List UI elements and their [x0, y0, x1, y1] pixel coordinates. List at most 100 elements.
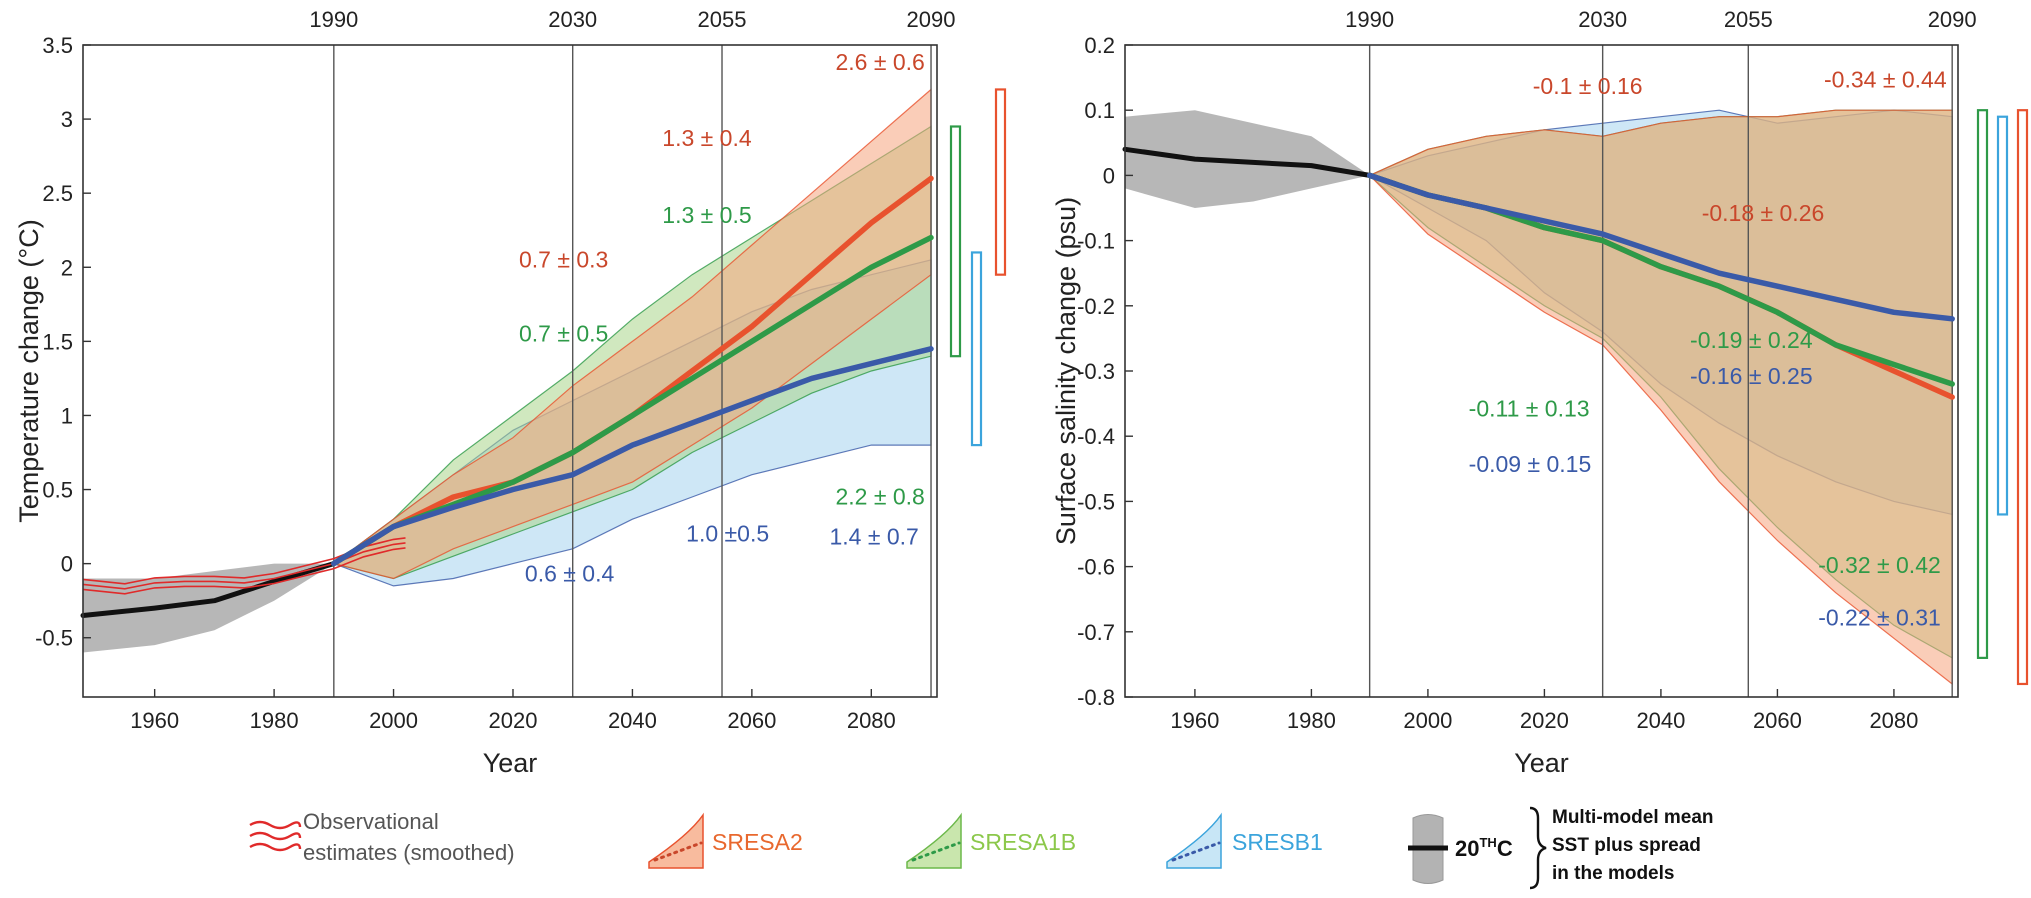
mean-line-b1 [331, 346, 934, 567]
value-annotation: 2.2 ± 0.8 [835, 483, 924, 509]
observational-swatch-icon [249, 842, 302, 852]
marker-label-2090: 2090 [907, 7, 956, 32]
y-tick-label: -0.1 [1077, 229, 1115, 254]
range-bar [1976, 109, 1989, 659]
value-annotation: -0.18 ± 0.26 [1702, 200, 1825, 226]
sresa2-swatch-icon-mean [653, 841, 703, 862]
x-axis-label-salinity: Year [1514, 748, 1569, 778]
x-tick-label: 1980 [250, 708, 299, 733]
sresa1b-swatch-icon-mean [911, 841, 961, 862]
value-annotation: -0.32 ± 0.42 [1818, 552, 1941, 578]
value-annotation: 1.0 ±0.5 [686, 520, 769, 546]
y-tick-label: 2 [61, 255, 73, 280]
spread-band-c20 [83, 563, 334, 653]
range-bar [949, 125, 962, 358]
y-tick-label: 0.1 [1084, 98, 1115, 123]
marker-label-2055: 2055 [698, 7, 747, 32]
y-tick-label: 1.5 [42, 329, 73, 354]
y-tick-label: 0.5 [42, 478, 73, 503]
x-tick-label: 2040 [1636, 708, 1685, 733]
range-bar [1996, 115, 2009, 516]
sresb1-swatch-icon [1166, 812, 1222, 869]
x-tick-label: 2080 [847, 708, 896, 733]
value-annotation: 1.4 ± 0.7 [830, 523, 919, 549]
marker-label-2055: 2055 [1724, 7, 1773, 32]
marker-label-2090: 2090 [1928, 7, 1977, 32]
x-tick-label: 2060 [727, 708, 776, 733]
marker-label-2030: 2030 [548, 7, 597, 32]
plot-area [1122, 44, 1959, 698]
salinity-chart: Surface salinity change (psu) Year 1990 2… [1051, 7, 2029, 778]
plot-area [80, 44, 938, 698]
legend-note-line2: SST plus spread [1552, 835, 1701, 856]
legend-note-line3: in the models [1552, 863, 1674, 884]
value-annotation: 0.6 ± 0.4 [525, 560, 615, 586]
x-tick-label: 2000 [369, 708, 418, 733]
x-tick-label: 2020 [1520, 708, 1569, 733]
legend-item-observational: Observational estimates (smoothed) [249, 809, 515, 865]
legend-item-sresa2: SRESA2 [648, 812, 803, 869]
legend-label-sresa1b: SRESA1B [970, 829, 1076, 855]
y-tick-label: -0.4 [1077, 424, 1115, 449]
range-bar [970, 251, 983, 447]
observational-swatch-icon [249, 820, 302, 830]
legend-20th-number: 20 [1455, 836, 1479, 861]
marker-label-1990: 1990 [1345, 7, 1394, 32]
range-bar [2016, 109, 2029, 686]
axes-frame [82, 44, 938, 698]
observational-line-2 [82, 547, 406, 595]
legend-20th-suffix: C [1497, 836, 1513, 861]
sresa2-swatch-icon [648, 812, 704, 869]
value-annotation: 0.7 ± 0.5 [519, 320, 608, 346]
legend-label-sresb1: SRESB1 [1232, 829, 1323, 855]
mean-line-b1 [1366, 172, 1955, 322]
value-annotation: 0.7 ± 0.3 [519, 246, 608, 272]
y-axis-label-salinity: Surface salinity change (psu) [1051, 197, 1081, 545]
y-tick-label: -0.3 [1077, 359, 1115, 384]
value-annotation: -0.16 ± 0.25 [1690, 363, 1813, 389]
value-annotation: 1.3 ± 0.4 [662, 125, 752, 151]
x-axis-label-temperature: Year [483, 748, 538, 778]
value-annotation: -0.22 ± 0.31 [1818, 604, 1941, 630]
x-tick-label: 2000 [1403, 708, 1452, 733]
range-bar [994, 88, 1007, 276]
y-tick-label: -0.7 [1077, 620, 1115, 645]
marker-label-1990: 1990 [309, 7, 358, 32]
value-annotation: -0.11 ± 0.13 [1469, 396, 1590, 422]
x-tick-label: 2060 [1753, 708, 1802, 733]
observational-swatch-icon [249, 831, 302, 841]
y-tick-label: -0.6 [1077, 555, 1115, 580]
sresa1b-swatch-icon [906, 812, 962, 869]
x-tick-label: 1960 [1170, 708, 1219, 733]
legend: Observational estimates (smoothed) SRESA… [249, 806, 1714, 890]
legend-note-line1: Multi-model mean [1552, 807, 1714, 828]
mean-line-c20 [80, 561, 337, 618]
y-tick-label: -0.5 [35, 626, 73, 651]
x-tick-label: 1960 [130, 708, 179, 733]
x-tick-label: 2040 [608, 708, 657, 733]
marker-label-2030: 2030 [1578, 7, 1627, 32]
y-tick-label: 1 [61, 403, 73, 428]
spread-band-a2 [1368, 109, 1953, 686]
y-tick-label: 0 [61, 552, 73, 577]
x-tick-label: 1980 [1287, 708, 1336, 733]
legend-item-sresb1: SRESB1 [1166, 812, 1323, 869]
y-tick-label: 3 [61, 107, 73, 132]
brace-icon [1529, 806, 1547, 890]
legend-label-sresa2: SRESA2 [712, 829, 803, 855]
x-tick-label: 2080 [1869, 708, 1918, 733]
value-annotation: -0.09 ± 0.15 [1469, 451, 1592, 477]
y-tick-label: 3.5 [42, 33, 73, 58]
y-tick-label: 2.5 [42, 181, 73, 206]
legend-label-observational: Observational [303, 809, 439, 834]
value-annotation: -0.19 ± 0.24 [1690, 327, 1813, 353]
y-tick-label: 0 [1103, 163, 1115, 188]
mean-line-c20 [1122, 146, 1373, 178]
sresb1-swatch-icon-mean [1171, 841, 1221, 862]
value-annotation: -0.1 ± 0.16 [1533, 73, 1643, 99]
temperature-chart: Temperature change (°C) Year 1990 2030 205… [14, 7, 1007, 778]
spread-band-c20 [1125, 110, 1370, 208]
legend-label-20th-century: 20THC [1455, 835, 1513, 861]
value-annotation: 1.3 ± 0.5 [662, 202, 751, 228]
